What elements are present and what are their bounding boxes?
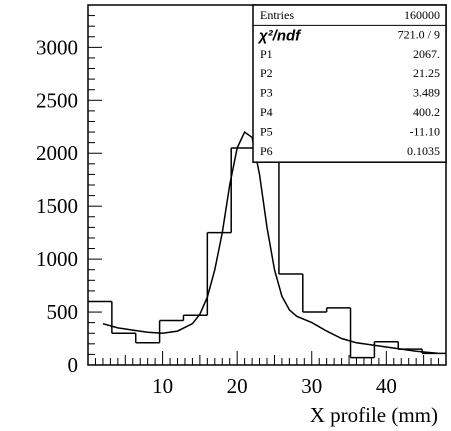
stats-row-value: 160000 [404, 8, 440, 22]
y-tick-label: 2500 [36, 88, 78, 112]
stats-row-value: 3.489 [413, 86, 440, 100]
stats-row-label: P3 [260, 86, 273, 100]
fit-curve [102, 130, 439, 355]
stats-row-label: P1 [260, 47, 273, 61]
x-tick-label: 40 [376, 374, 397, 398]
y-tick-label: 1000 [36, 247, 78, 271]
x-tick-label: 20 [227, 374, 248, 398]
stats-row-value: 721.0 / 9 [398, 27, 440, 41]
y-tick-label: 0 [68, 353, 79, 377]
x-tick-label: 30 [301, 374, 322, 398]
stats-row-label: Entries [260, 8, 294, 22]
y-tick-label: 500 [47, 300, 79, 324]
stats-row-value: 2067. [413, 47, 440, 61]
y-tick-label: 3000 [36, 35, 78, 59]
stats-box [252, 4, 447, 163]
stats-row-label: P6 [260, 144, 273, 158]
stats-row-label: χ²/ndf [257, 27, 302, 44]
x-tick-label: 10 [152, 374, 173, 398]
stats-row-value: 21.25 [413, 66, 440, 80]
y-tick-label: 2000 [36, 141, 78, 165]
stats-row-value: 0.1035 [407, 144, 440, 158]
x-axis-title: X profile (mm) [310, 403, 438, 427]
stats-row-label: P2 [260, 66, 273, 80]
stats-row-label: P5 [260, 124, 273, 138]
stats-row-label: P4 [260, 105, 273, 119]
stats-row-value: -11.10 [409, 124, 440, 138]
y-tick-label: 1500 [36, 194, 78, 218]
stats-row-value: 400.2 [413, 105, 440, 119]
